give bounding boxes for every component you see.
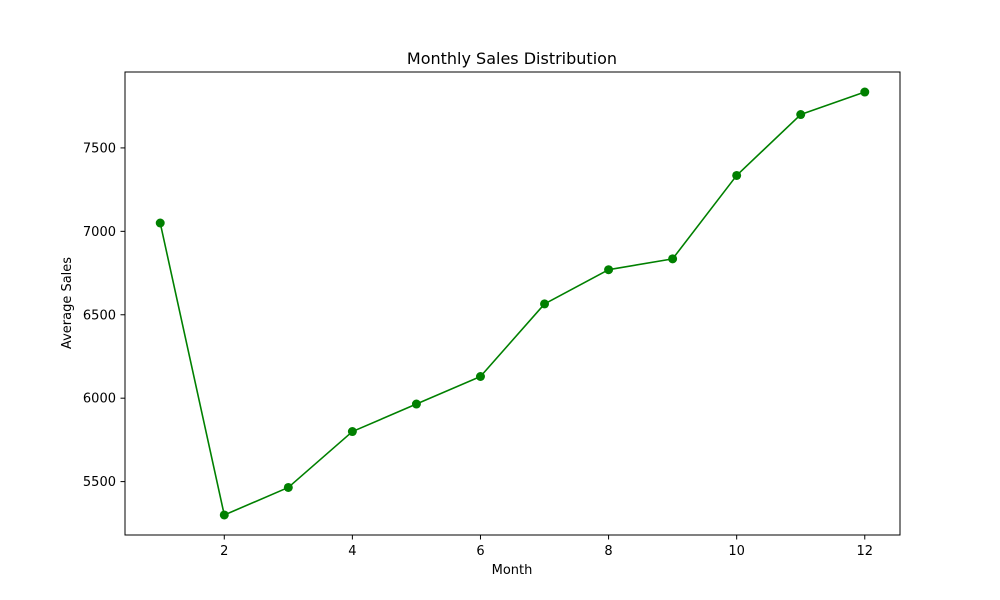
- data-point: [347, 427, 357, 437]
- y-tick-label: 5500: [83, 475, 116, 490]
- x-axis: 2 4 6 8 10 12: [220, 535, 873, 559]
- x-tick-label: 10: [728, 544, 745, 559]
- data-point: [732, 170, 742, 180]
- x-tick-label: 4: [348, 544, 356, 559]
- x-axis-label: Month: [492, 563, 533, 578]
- y-tick-label: 7000: [83, 225, 116, 240]
- plot-area: [124, 71, 901, 536]
- data-point: [283, 482, 293, 492]
- data-point: [796, 110, 806, 120]
- y-tick-label: 7500: [83, 141, 116, 156]
- chart-title: Monthly Sales Distribution: [407, 49, 617, 68]
- data-point: [604, 265, 614, 275]
- y-axis-label: Average Sales: [60, 257, 75, 349]
- y-tick-label: 6500: [83, 308, 116, 323]
- data-point: [860, 87, 870, 97]
- data-point: [540, 299, 550, 309]
- y-axis: 5500 6000 6500 7000 7500: [83, 141, 125, 490]
- x-tick-label: 6: [476, 544, 484, 559]
- x-tick-label: 8: [604, 544, 612, 559]
- data-point: [219, 510, 229, 520]
- series-line: [159, 91, 866, 516]
- data-point: [411, 399, 421, 409]
- x-tick-label: 2: [220, 544, 228, 559]
- data-point: [475, 371, 485, 381]
- data-point: [668, 254, 678, 264]
- data-point: [155, 218, 165, 228]
- y-tick-label: 6000: [83, 392, 116, 407]
- series-layer: [155, 87, 870, 520]
- x-tick-label: 12: [856, 544, 873, 559]
